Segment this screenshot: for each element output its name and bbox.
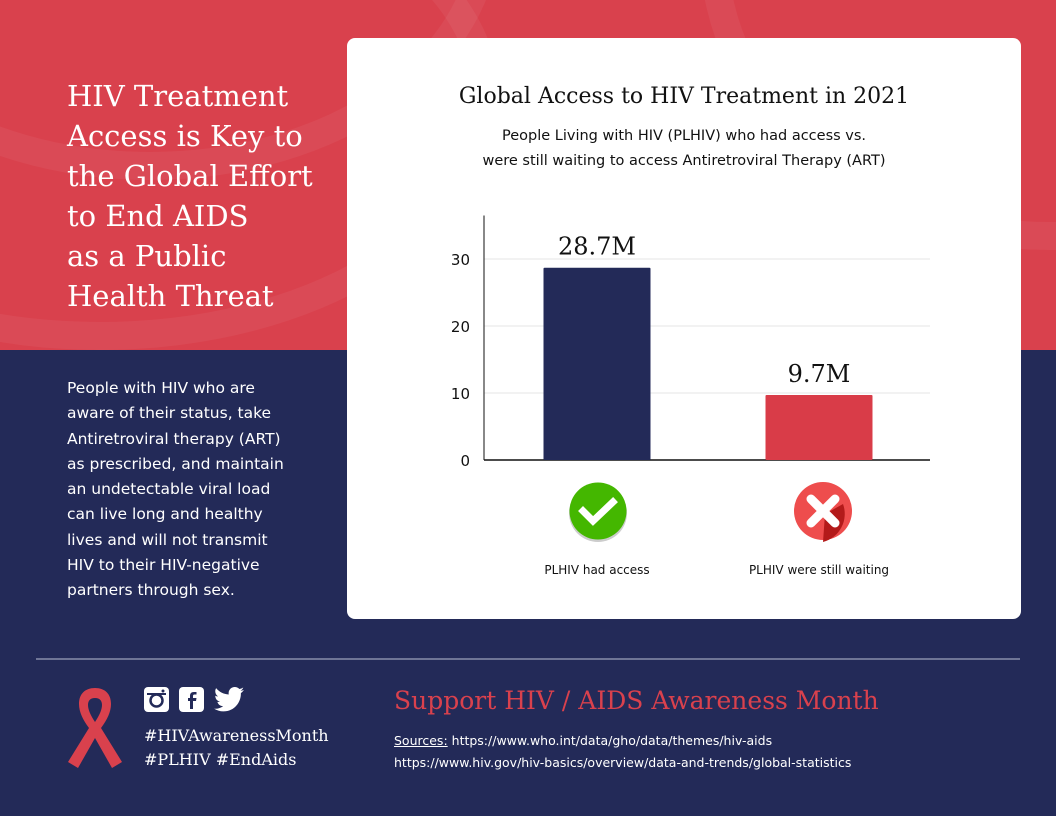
- chart-card: Global Access to HIV Treatment in 2021 P…: [347, 38, 1021, 619]
- support-heading: Support HIV / AIDS Awareness Month: [394, 686, 879, 715]
- instagram-icon[interactable]: [144, 687, 169, 712]
- source-link-who[interactable]: https://www.who.int/data/gho/data/themes…: [451, 733, 773, 748]
- hashtags: #HIVAwarenessMonth #PLHIV #EndAids: [144, 724, 329, 772]
- bar-2: [765, 395, 873, 460]
- facebook-icon[interactable]: [179, 687, 204, 712]
- x-mark: [806, 494, 840, 528]
- check-mark: [578, 497, 618, 526]
- headline: HIV Treatment Access is Key to the Globa…: [67, 79, 313, 313]
- twitter-icon[interactable]: [214, 687, 244, 712]
- hashtags-line-1: #HIVAwarenessMonth: [144, 726, 329, 745]
- y-tick-label: 30: [451, 251, 470, 269]
- x-category-label: PLHIV were still waiting: [749, 563, 889, 577]
- sources-label: Sources:: [394, 733, 448, 748]
- chart-title: Global Access to HIV Treatment in 2021: [458, 84, 910, 109]
- subtitle-line-2: were still waiting to access Antiretrovi…: [482, 153, 886, 169]
- awareness-ribbon-icon: [68, 688, 122, 768]
- social-icons: [144, 687, 244, 712]
- sources: Sources: https://www.who.int/data/gho/da…: [394, 730, 851, 774]
- subtitle-line-1: People Living with HIV (PLHIV) who had a…: [501, 128, 867, 144]
- data-label: 9.7M: [788, 360, 851, 388]
- source-link-hivgov[interactable]: https://www.hiv.gov/hiv-basics/overview/…: [394, 755, 852, 770]
- y-tick-label: 20: [451, 318, 470, 336]
- data-label: 28.7M: [558, 233, 636, 261]
- bar-chart: 0 10 20 30 28.7M PLHIV had access 9.7M PLHIV we…: [451, 215, 930, 577]
- x-category-label: PLHIV had access: [544, 563, 649, 577]
- y-tick-label: 10: [451, 385, 470, 403]
- hashtags-line-2: #PLHIV #EndAids: [144, 750, 297, 769]
- bar-1: [543, 267, 651, 460]
- green-check-icon: [569, 482, 627, 540]
- divider: [36, 658, 1020, 660]
- chart-subtitle: People Living with HIV (PLHIV) who had a…: [347, 124, 1021, 174]
- body-text: People with HIV who are aware of their s…: [67, 379, 284, 600]
- y-tick-label: 0: [460, 452, 470, 470]
